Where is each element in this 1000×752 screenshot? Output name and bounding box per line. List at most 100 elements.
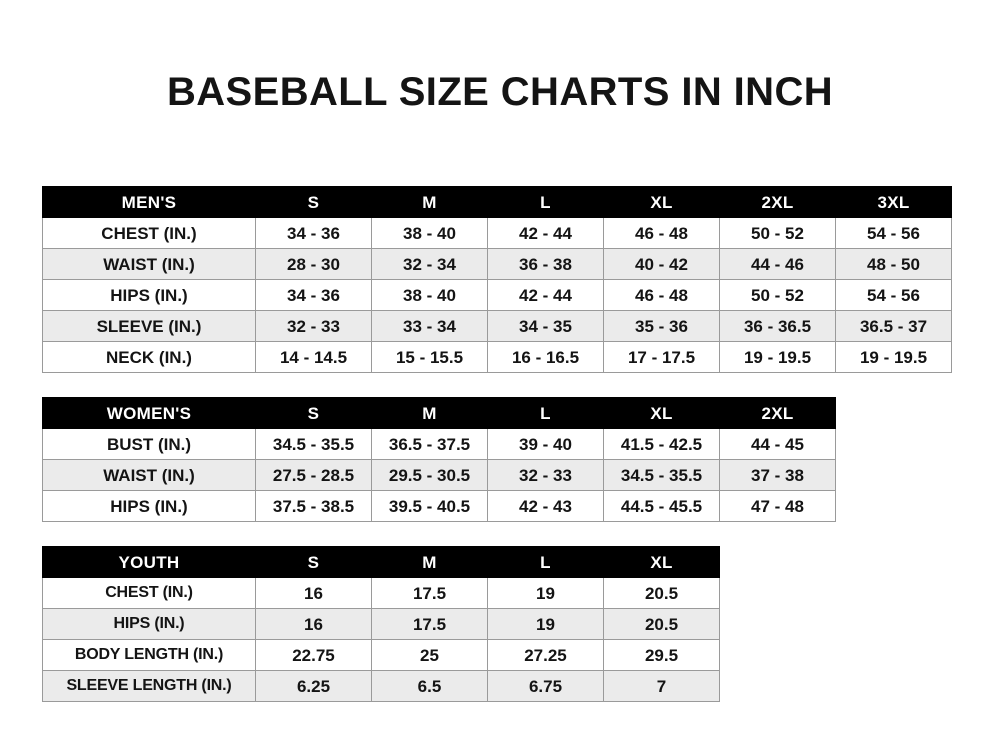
mens-waist-3xl: 48 - 50	[835, 248, 952, 280]
mens-neck-m: 15 - 15.5	[371, 341, 488, 373]
mens-corner-label: MEN'S	[42, 186, 256, 218]
table-row: SLEEVE LENGTH (IN.) 6.25 6.5 6.75 7	[42, 670, 720, 702]
mens-size-table: MEN'S S M L XL 2XL 3XL CHEST (IN.) 34 - …	[42, 186, 952, 373]
youth-sleeve-length-s: 6.25	[255, 670, 372, 702]
youth-corner-label: YOUTH	[42, 546, 256, 578]
mens-hips-3xl: 54 - 56	[835, 279, 952, 311]
mens-waist-xl: 40 - 42	[603, 248, 720, 280]
youth-size-header-m: M	[371, 546, 488, 578]
womens-size-header-s: S	[255, 397, 372, 429]
womens-size-header-l: L	[487, 397, 604, 429]
mens-table-head: MEN'S S M L XL 2XL 3XL	[42, 186, 952, 218]
youth-hips-s: 16	[255, 608, 372, 640]
youth-body-length-l: 27.25	[487, 639, 604, 671]
mens-neck-xl: 17 - 17.5	[603, 341, 720, 373]
mens-row-label-chest: CHEST (IN.)	[42, 217, 256, 249]
mens-size-header-m: M	[371, 186, 488, 218]
youth-chest-l: 19	[487, 577, 604, 609]
youth-table-body: CHEST (IN.) 16 17.5 19 20.5 HIPS (IN.) 1…	[42, 577, 720, 702]
mens-sleeve-xl: 35 - 36	[603, 310, 720, 342]
table-row: BUST (IN.) 34.5 - 35.5 36.5 - 37.5 39 - …	[42, 428, 836, 460]
mens-neck-s: 14 - 14.5	[255, 341, 372, 373]
mens-waist-m: 32 - 34	[371, 248, 488, 280]
mens-size-header-s: S	[255, 186, 372, 218]
mens-size-header-xl: XL	[603, 186, 720, 218]
page-title: BASEBALL SIZE CHARTS IN INCH	[166, 70, 834, 114]
table-row: BODY LENGTH (IN.) 22.75 25 27.25 29.5	[42, 639, 720, 671]
mens-header-row: MEN'S S M L XL 2XL 3XL	[42, 186, 952, 218]
youth-sleeve-length-m: 6.5	[371, 670, 488, 702]
mens-hips-2xl: 50 - 52	[719, 279, 836, 311]
table-row: HIPS (IN.) 37.5 - 38.5 39.5 - 40.5 42 - …	[42, 490, 836, 522]
womens-hips-m: 39.5 - 40.5	[371, 490, 488, 522]
youth-hips-xl: 20.5	[603, 608, 720, 640]
youth-table-head: YOUTH S M L XL	[42, 546, 720, 578]
youth-body-length-xl: 29.5	[603, 639, 720, 671]
womens-row-label-bust: BUST (IN.)	[42, 428, 256, 460]
womens-bust-xl: 41.5 - 42.5	[603, 428, 720, 460]
mens-size-header-l: L	[487, 186, 604, 218]
mens-hips-xl: 46 - 48	[603, 279, 720, 311]
youth-row-label-sleeve-length: SLEEVE LENGTH (IN.)	[42, 670, 256, 702]
mens-neck-3xl: 19 - 19.5	[835, 341, 952, 373]
womens-bust-m: 36.5 - 37.5	[371, 428, 488, 460]
womens-hips-xl: 44.5 - 45.5	[603, 490, 720, 522]
mens-hips-l: 42 - 44	[487, 279, 604, 311]
youth-row-label-body-length: BODY LENGTH (IN.)	[42, 639, 256, 671]
mens-neck-2xl: 19 - 19.5	[719, 341, 836, 373]
womens-waist-2xl: 37 - 38	[719, 459, 836, 491]
womens-waist-s: 27.5 - 28.5	[255, 459, 372, 491]
youth-body-length-s: 22.75	[255, 639, 372, 671]
table-row: NECK (IN.) 14 - 14.5 15 - 15.5 16 - 16.5…	[42, 341, 952, 373]
table-row: SLEEVE (IN.) 32 - 33 33 - 34 34 - 35 35 …	[42, 310, 952, 342]
mens-neck-l: 16 - 16.5	[487, 341, 604, 373]
womens-size-header-xl: XL	[603, 397, 720, 429]
mens-hips-s: 34 - 36	[255, 279, 372, 311]
mens-table-body: CHEST (IN.) 34 - 36 38 - 40 42 - 44 46 -…	[42, 217, 952, 373]
mens-chest-l: 42 - 44	[487, 217, 604, 249]
womens-size-header-m: M	[371, 397, 488, 429]
table-row: CHEST (IN.) 16 17.5 19 20.5	[42, 577, 720, 609]
table-row: HIPS (IN.) 34 - 36 38 - 40 42 - 44 46 - …	[42, 279, 952, 311]
youth-row-label-chest: CHEST (IN.)	[42, 577, 256, 609]
mens-row-label-neck: NECK (IN.)	[42, 341, 256, 373]
womens-waist-xl: 34.5 - 35.5	[603, 459, 720, 491]
mens-sleeve-2xl: 36 - 36.5	[719, 310, 836, 342]
youth-size-table: YOUTH S M L XL CHEST (IN.) 16 17.5 19 20…	[42, 546, 720, 702]
womens-corner-label: WOMEN'S	[42, 397, 256, 429]
mens-waist-2xl: 44 - 46	[719, 248, 836, 280]
youth-size-header-xl: XL	[603, 546, 720, 578]
youth-size-header-l: L	[487, 546, 604, 578]
table-row: HIPS (IN.) 16 17.5 19 20.5	[42, 608, 720, 640]
mens-sleeve-3xl: 36.5 - 37	[835, 310, 952, 342]
table-row: WAIST (IN.) 28 - 30 32 - 34 36 - 38 40 -…	[42, 248, 952, 280]
mens-chest-m: 38 - 40	[371, 217, 488, 249]
womens-hips-l: 42 - 43	[487, 490, 604, 522]
womens-bust-s: 34.5 - 35.5	[255, 428, 372, 460]
mens-chest-3xl: 54 - 56	[835, 217, 952, 249]
youth-chest-s: 16	[255, 577, 372, 609]
youth-header-row: YOUTH S M L XL	[42, 546, 720, 578]
mens-sleeve-l: 34 - 35	[487, 310, 604, 342]
womens-header-row: WOMEN'S S M L XL 2XL	[42, 397, 836, 429]
womens-row-label-hips: HIPS (IN.)	[42, 490, 256, 522]
womens-waist-l: 32 - 33	[487, 459, 604, 491]
mens-size-header-2xl: 2XL	[719, 186, 836, 218]
youth-hips-m: 17.5	[371, 608, 488, 640]
table-row: CHEST (IN.) 34 - 36 38 - 40 42 - 44 46 -…	[42, 217, 952, 249]
womens-hips-s: 37.5 - 38.5	[255, 490, 372, 522]
mens-row-label-sleeve: SLEEVE (IN.)	[42, 310, 256, 342]
womens-table-head: WOMEN'S S M L XL 2XL	[42, 397, 836, 429]
mens-chest-s: 34 - 36	[255, 217, 372, 249]
youth-chest-m: 17.5	[371, 577, 488, 609]
youth-body-length-m: 25	[371, 639, 488, 671]
womens-table-body: BUST (IN.) 34.5 - 35.5 36.5 - 37.5 39 - …	[42, 428, 836, 522]
mens-sleeve-s: 32 - 33	[255, 310, 372, 342]
womens-hips-2xl: 47 - 48	[719, 490, 836, 522]
youth-chest-xl: 20.5	[603, 577, 720, 609]
mens-sleeve-m: 33 - 34	[371, 310, 488, 342]
youth-sleeve-length-xl: 7	[603, 670, 720, 702]
mens-waist-s: 28 - 30	[255, 248, 372, 280]
mens-size-header-3xl: 3XL	[835, 186, 952, 218]
